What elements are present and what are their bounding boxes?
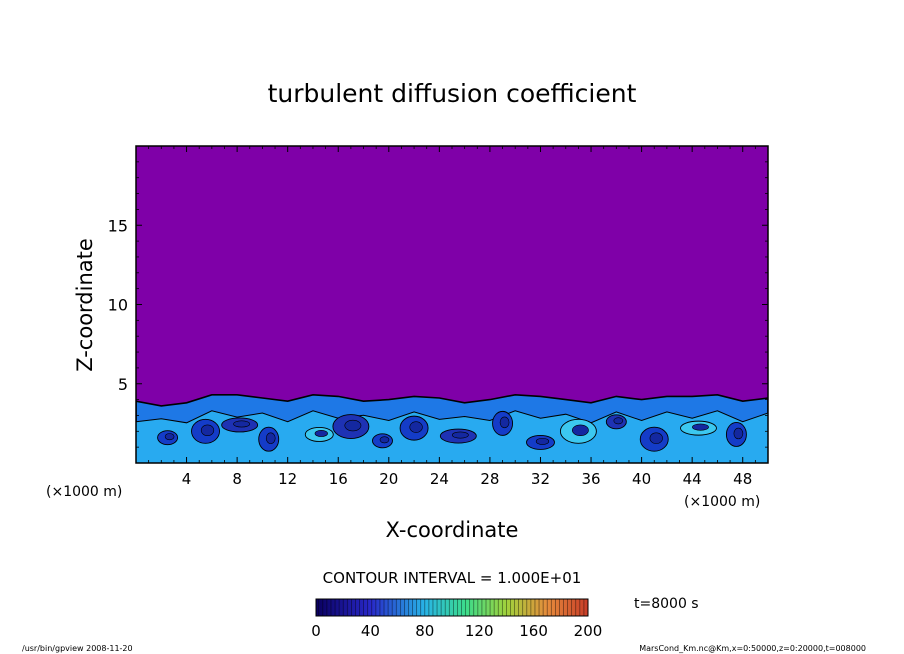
layer-patch-core (692, 423, 709, 431)
layer-patch-core (344, 419, 362, 432)
layer-patch-core (200, 424, 215, 436)
layer-patch-core (499, 416, 510, 429)
x-tick-label: 16 (329, 470, 348, 488)
x-tick-label: 4 (182, 470, 192, 488)
x-tick-label: 48 (733, 470, 752, 488)
x-tick-label: 32 (531, 470, 550, 488)
x-tick-label: 8 (232, 470, 242, 488)
colorbar-tick-label: 200 (574, 622, 603, 640)
x-tick-label: 12 (278, 470, 297, 488)
layer-patch-core (314, 430, 328, 437)
time-label: t=8000 s (634, 596, 699, 612)
colorbar-tick-label: 80 (415, 622, 434, 640)
layer-patch-core (451, 431, 469, 439)
layer-patch-core (233, 420, 251, 428)
layer-patch-core (265, 432, 276, 444)
layer-patch-core (613, 417, 624, 425)
layer-patch-core (649, 432, 663, 444)
colorbar-stripes (318, 599, 585, 616)
y-axis-label: Z-coordinate (73, 238, 97, 372)
footer-left: /usr/bin/gpview 2008-11-20 (22, 644, 133, 653)
chart-title: turbulent diffusion coefficient (268, 79, 637, 108)
x-tick-label: 36 (581, 470, 600, 488)
x-tick-label: 20 (379, 470, 398, 488)
layer-patch-core (164, 433, 175, 441)
x-unit-left: (×1000 m) (46, 484, 122, 500)
colorbar-tick-label: 40 (361, 622, 380, 640)
x-tick-label: 28 (480, 470, 499, 488)
x-tick-label: 40 (632, 470, 651, 488)
colorbar-tick-label: 120 (465, 622, 494, 640)
turbulent-layer (136, 393, 768, 463)
footer-right: MarsCond_Km.nc@Km,x=0:50000,z=0:20000,t=… (639, 644, 866, 653)
x-tick-label: 44 (683, 470, 702, 488)
colorbar-ticks: 0 40 80 120 160 200 (311, 622, 602, 640)
y-tick-label: 15 (108, 216, 128, 235)
colorbar-tick-label: 160 (519, 622, 548, 640)
colorbar-tick-label: 0 (311, 622, 321, 640)
x-axis: 4 8 12 16 20 24 28 32 36 40 44 48 (148, 146, 756, 488)
y-axis: 5 10 15 (108, 161, 768, 448)
y-tick-label: 5 (118, 375, 128, 394)
layer-patch-core (535, 437, 550, 445)
x-unit-right: (×1000 m) (684, 494, 760, 510)
layer-patch-core (733, 427, 744, 440)
x-tick-label: 24 (430, 470, 449, 488)
y-tick-label: 10 (108, 296, 128, 315)
layer-patch-core (379, 436, 390, 444)
x-axis-label: X-coordinate (386, 518, 519, 542)
layer-patch-core (572, 424, 589, 436)
contour-interval-label: CONTOUR INTERVAL = 1.000E+01 (323, 569, 582, 587)
layer-patch-core (409, 421, 423, 433)
